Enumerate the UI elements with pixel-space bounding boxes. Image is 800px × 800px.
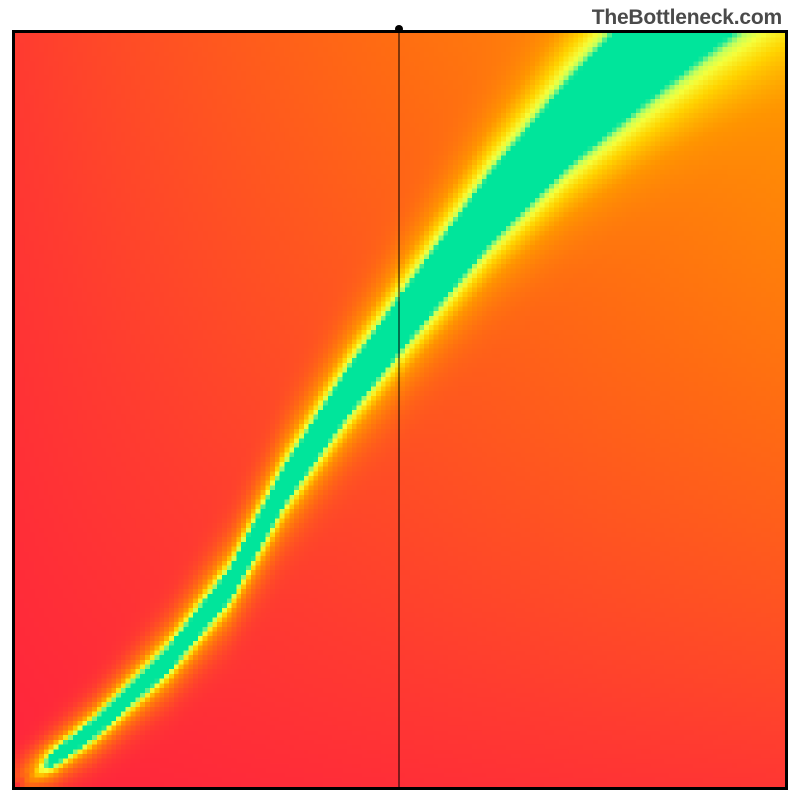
heatmap-plot — [12, 30, 788, 790]
heatmap-canvas — [15, 33, 785, 787]
vertical-guide-dot — [395, 25, 403, 33]
vertical-guide-line — [399, 33, 400, 787]
attribution-text: TheBottleneck.com — [592, 6, 782, 30]
